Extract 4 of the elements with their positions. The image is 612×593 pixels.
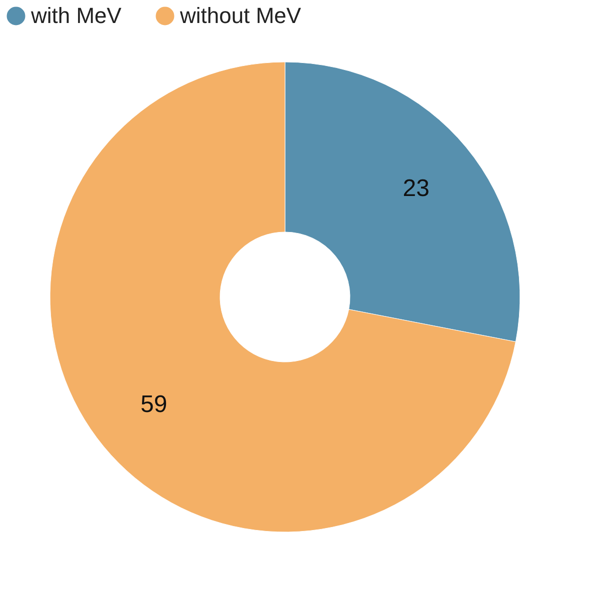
data-label: 23 bbox=[402, 174, 430, 202]
data-label: 59 bbox=[140, 391, 168, 418]
legend-label: with MeV bbox=[30, 3, 122, 28]
legend-label: without MeV bbox=[179, 3, 302, 28]
